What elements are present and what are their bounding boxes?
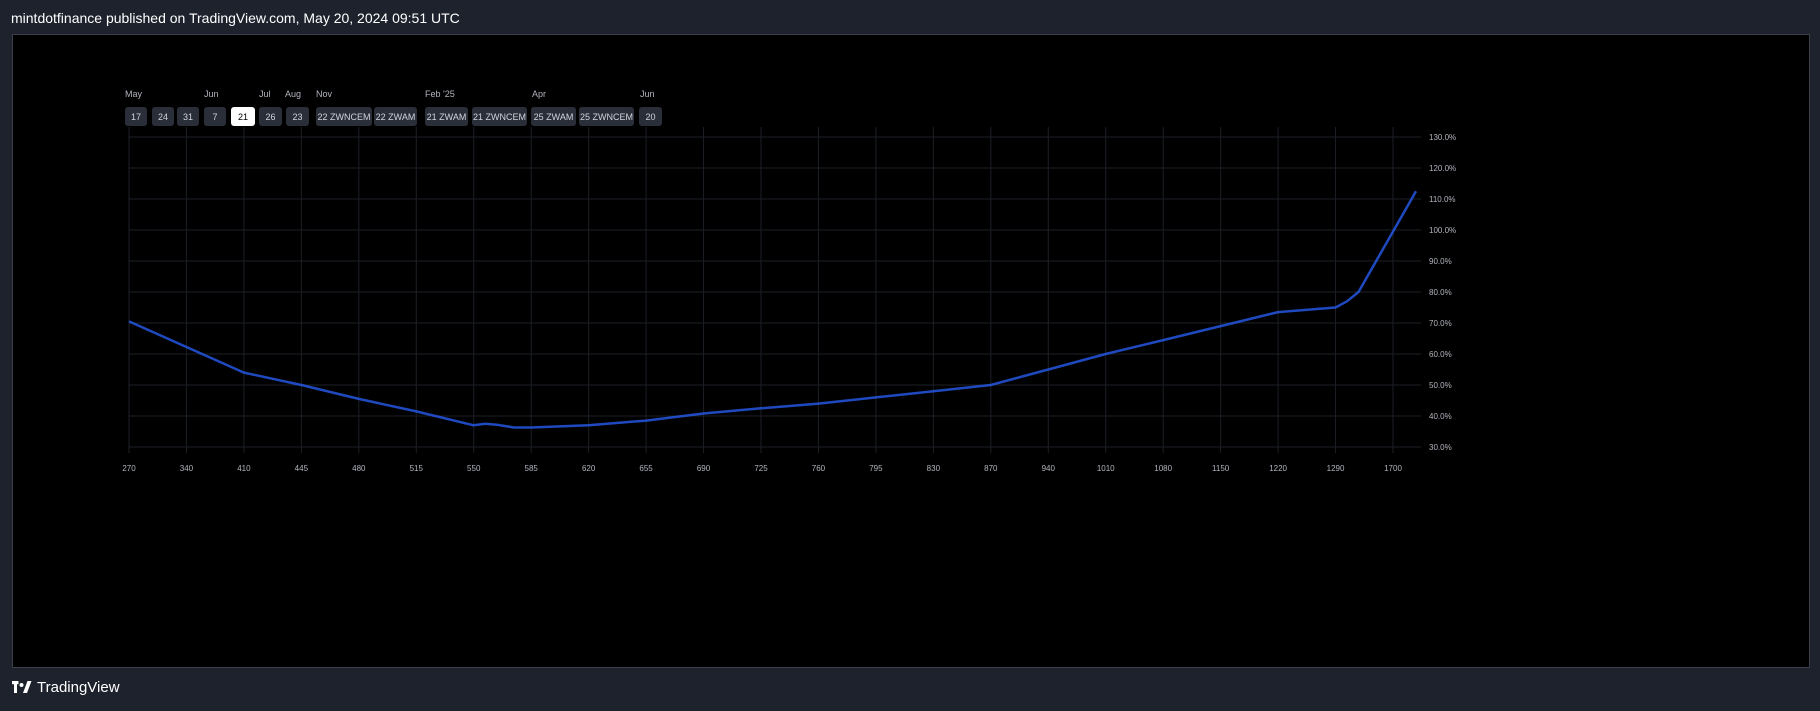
expiration-button[interactable]: 21 ZWNCEM xyxy=(472,107,527,126)
brand-name: TradingView xyxy=(37,679,120,696)
expiration-button[interactable]: 24 xyxy=(152,107,174,126)
x-tick-label: 1220 xyxy=(1269,464,1287,473)
month-label: Jun xyxy=(204,89,219,99)
x-tick-label: 725 xyxy=(754,464,768,473)
month-label: Jul xyxy=(259,89,271,99)
x-tick-label: 690 xyxy=(697,464,711,473)
expiration-button[interactable]: 21 xyxy=(231,107,255,126)
expiration-button[interactable]: 21 ZWAM xyxy=(425,107,468,126)
x-tick-label: 550 xyxy=(467,464,481,473)
month-label: May xyxy=(125,89,143,99)
y-tick-label: 110.0% xyxy=(1429,195,1456,204)
month-label: Aug xyxy=(285,89,302,99)
expiration-button[interactable]: 25 ZWAM xyxy=(531,107,576,126)
expiration-button[interactable]: 7 xyxy=(204,107,226,126)
x-axis-ticks: 270 340 410 445 480 515 550 585 620 655 690 725 760 7… xyxy=(122,464,1402,473)
series-group xyxy=(128,190,1418,429)
x-tick-label: 410 xyxy=(237,464,251,473)
x-tick-label: 870 xyxy=(984,464,998,473)
expiration-button[interactable]: 20 xyxy=(639,107,662,126)
chart-panel: May Jun Jul Aug Nov Feb '25 Apr Jun 17 24 31 7 21 26… xyxy=(12,34,1810,668)
footer-branding: TradingView xyxy=(12,679,120,696)
x-tick-label: 340 xyxy=(180,464,194,473)
x-tick-label: 585 xyxy=(525,464,539,473)
y-tick-label: 50.0% xyxy=(1429,381,1452,390)
y-tick-label: 40.0% xyxy=(1429,412,1452,421)
x-tick-label: 1290 xyxy=(1327,464,1345,473)
x-tick-label: 1700 xyxy=(1384,464,1402,473)
x-tick-label: 270 xyxy=(122,464,136,473)
month-label: Nov xyxy=(316,89,333,99)
x-tick-label: 940 xyxy=(1042,464,1056,473)
y-tick-label: 60.0% xyxy=(1429,350,1452,359)
x-tick-label: 760 xyxy=(812,464,826,473)
x-tick-label: 445 xyxy=(295,464,309,473)
x-tick-label: 480 xyxy=(352,464,366,473)
y-tick-label: 120.0% xyxy=(1429,164,1456,173)
expiration-button[interactable]: 25 ZWNCEM xyxy=(579,107,634,126)
y-tick-label: 100.0% xyxy=(1429,226,1456,235)
expiration-button[interactable]: 23 xyxy=(286,107,309,126)
month-label: Apr xyxy=(532,89,547,99)
x-tick-label: 795 xyxy=(869,464,883,473)
publication-header: mintdotfinance published on TradingView.… xyxy=(11,10,460,26)
y-tick-label: 90.0% xyxy=(1429,257,1452,266)
chart-grid xyxy=(128,127,1421,453)
volatility-line-chart: 30.0% 40.0% 50.0% 60.0% 70.0% 80.0% 90.0% 100.0… xyxy=(122,127,1456,473)
expiration-button[interactable]: 22 ZWNCEM xyxy=(316,107,372,126)
x-tick-label: 655 xyxy=(639,464,653,473)
x-tick-label: 620 xyxy=(582,464,596,473)
month-label: Jun xyxy=(640,89,655,99)
x-tick-label: 1150 xyxy=(1212,464,1230,473)
expiration-button[interactable]: 26 xyxy=(259,107,282,126)
expiration-button[interactable]: 22 ZWAM xyxy=(374,107,417,126)
expiration-button[interactable]: 31 xyxy=(177,107,199,126)
y-tick-label: 80.0% xyxy=(1429,288,1452,297)
x-tick-label: 830 xyxy=(927,464,941,473)
x-tick-label: 1010 xyxy=(1097,464,1115,473)
x-tick-label: 515 xyxy=(410,464,424,473)
y-tick-label: 130.0% xyxy=(1429,133,1456,142)
y-tick-label: 70.0% xyxy=(1429,319,1452,328)
series-line xyxy=(128,190,1418,429)
expiration-button[interactable]: 17 xyxy=(125,107,147,126)
y-tick-label: 30.0% xyxy=(1429,443,1452,452)
month-label: Feb '25 xyxy=(425,89,455,99)
x-tick-label: 1080 xyxy=(1154,464,1172,473)
tradingview-logo-icon xyxy=(12,681,32,693)
y-axis-ticks: 30.0% 40.0% 50.0% 60.0% 70.0% 80.0% 90.0% 100.0… xyxy=(1429,133,1456,452)
